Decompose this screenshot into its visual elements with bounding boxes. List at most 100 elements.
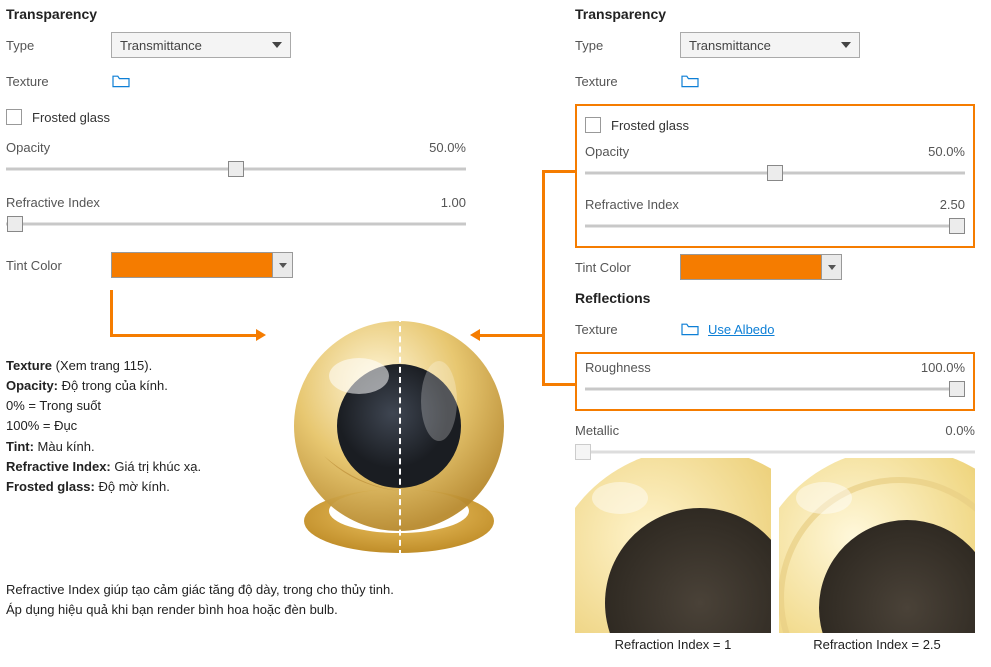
- roughness-slider[interactable]: [585, 379, 965, 399]
- tint-dropdown-button[interactable]: [272, 253, 292, 277]
- opacity-slider[interactable]: [585, 163, 965, 183]
- tint-color-picker[interactable]: [111, 252, 293, 278]
- highlight-box-transparency: Frosted glass Opacity 50.0% Refractive I…: [575, 104, 975, 248]
- tint-swatch: [112, 253, 272, 277]
- chevron-down-icon: [828, 265, 836, 270]
- type-value: Transmittance: [120, 38, 202, 53]
- note-opacity-val: Độ trong của kính.: [62, 378, 168, 393]
- refractive-value: 1.00: [441, 195, 466, 210]
- render-divider: [399, 316, 401, 556]
- footer-line2: Áp dụng hiệu quả khi bạn render bình hoa…: [6, 600, 566, 620]
- refractive-label: Refractive Index: [6, 195, 100, 210]
- render-preview-ri25: [779, 458, 975, 633]
- refractive-slider[interactable]: [6, 214, 466, 234]
- metallic-block: Metallic 0.0%: [575, 423, 975, 462]
- tint-row: Tint Color: [6, 252, 466, 278]
- transparency-panel-left: Transparency Type Transmittance Texture …: [6, 6, 466, 288]
- frosted-label: Frosted glass: [611, 118, 689, 133]
- footer-line1: Refractive Index giúp tạo cảm giác tăng …: [6, 580, 566, 600]
- texture-label: Texture: [6, 74, 111, 89]
- opacity-label: Opacity: [585, 144, 629, 159]
- note-frosted-key: Frosted glass:: [6, 479, 98, 494]
- folder-icon[interactable]: [680, 73, 700, 89]
- callout-line: [542, 383, 575, 386]
- sphere-small-icon: [779, 458, 975, 633]
- caption-ri25: Refraction Index = 2.5: [779, 637, 975, 652]
- folder-icon[interactable]: [111, 73, 131, 89]
- callout-line: [542, 170, 575, 173]
- note-opacity-0: 0% = Trong suốt: [6, 396, 268, 416]
- type-label: Type: [575, 38, 680, 53]
- section-title: Transparency: [6, 6, 466, 22]
- opacity-slider[interactable]: [6, 159, 466, 179]
- tint-label: Tint Color: [6, 258, 111, 273]
- type-select[interactable]: Transmittance: [111, 32, 291, 58]
- opacity-block: Opacity 50.0%: [585, 144, 965, 183]
- reflections-title: Reflections: [575, 290, 975, 306]
- type-select[interactable]: Transmittance: [680, 32, 860, 58]
- callout-line: [478, 334, 545, 337]
- tint-dropdown-button[interactable]: [821, 255, 841, 279]
- frosted-checkbox[interactable]: [585, 117, 601, 133]
- callout-line: [110, 290, 113, 337]
- highlight-box-roughness: Roughness 100.0%: [575, 352, 975, 411]
- roughness-block: Roughness 100.0%: [585, 360, 965, 399]
- opacity-value: 50.0%: [429, 140, 466, 155]
- type-row: Type Transmittance: [6, 32, 466, 58]
- refractive-block: Refractive Index 1.00: [6, 195, 466, 234]
- metallic-value: 0.0%: [945, 423, 975, 438]
- render-preview-main: [264, 306, 534, 566]
- note-opacity-100: 100% = Đục: [6, 416, 268, 436]
- callout-line: [110, 334, 258, 337]
- roughness-value: 100.0%: [921, 360, 965, 375]
- note-opacity-key: Opacity:: [6, 378, 62, 393]
- note-texture-key: Texture: [6, 358, 56, 373]
- note-ri-key: Refractive Index:: [6, 459, 114, 474]
- chevron-down-icon: [841, 42, 851, 48]
- tint-label: Tint Color: [575, 260, 680, 275]
- arrow-left-icon: [470, 329, 480, 341]
- note-tint-key: Tint:: [6, 439, 38, 454]
- arrow-right-icon: [256, 329, 266, 341]
- note-frosted-val: Độ mờ kính.: [98, 479, 169, 494]
- tint-color-picker[interactable]: [680, 254, 842, 280]
- texture-row: Texture: [6, 68, 466, 94]
- caption-ri1: Refraction Index = 1: [575, 637, 771, 652]
- tint-row: Tint Color: [575, 254, 975, 280]
- refractive-label: Refractive Index: [585, 197, 679, 212]
- note-texture-val: (Xem trang 115).: [56, 358, 153, 373]
- frosted-checkbox[interactable]: [6, 109, 22, 125]
- refl-texture-row: Texture Use Albedo: [575, 316, 975, 342]
- footer-note: Refractive Index giúp tạo cảm giác tăng …: [6, 580, 566, 619]
- chevron-down-icon: [279, 263, 287, 268]
- opacity-label: Opacity: [6, 140, 50, 155]
- texture-row: Texture: [575, 68, 975, 94]
- type-row: Type Transmittance: [575, 32, 975, 58]
- callout-line: [542, 170, 545, 386]
- transparency-panel-right: Transparency Type Transmittance Texture …: [575, 6, 975, 466]
- use-albedo-link[interactable]: Use Albedo: [708, 322, 775, 337]
- refractive-slider[interactable]: [585, 216, 965, 236]
- render-preview-ri1: [575, 458, 771, 633]
- metallic-label: Metallic: [575, 423, 619, 438]
- sphere-small-icon: [575, 458, 771, 633]
- refractive-value: 2.50: [940, 197, 965, 212]
- type-label: Type: [6, 38, 111, 53]
- refl-texture-label: Texture: [575, 322, 680, 337]
- opacity-value: 50.0%: [928, 144, 965, 159]
- opacity-block: Opacity 50.0%: [6, 140, 466, 179]
- render-pair: Refraction Index = 1: [575, 458, 975, 652]
- tint-swatch: [681, 255, 821, 279]
- folder-icon[interactable]: [680, 321, 700, 337]
- frosted-row: Frosted glass: [585, 112, 965, 138]
- texture-label: Texture: [575, 74, 680, 89]
- type-value: Transmittance: [689, 38, 771, 53]
- notes-block: Texture (Xem trang 115). Opacity: Độ tro…: [6, 356, 268, 497]
- roughness-label: Roughness: [585, 360, 651, 375]
- refractive-block: Refractive Index 2.50: [585, 197, 965, 236]
- frosted-row: Frosted glass: [6, 104, 466, 130]
- chevron-down-icon: [272, 42, 282, 48]
- frosted-label: Frosted glass: [32, 110, 110, 125]
- note-ri-val: Giá trị khúc xạ.: [114, 459, 201, 474]
- section-title: Transparency: [575, 6, 975, 22]
